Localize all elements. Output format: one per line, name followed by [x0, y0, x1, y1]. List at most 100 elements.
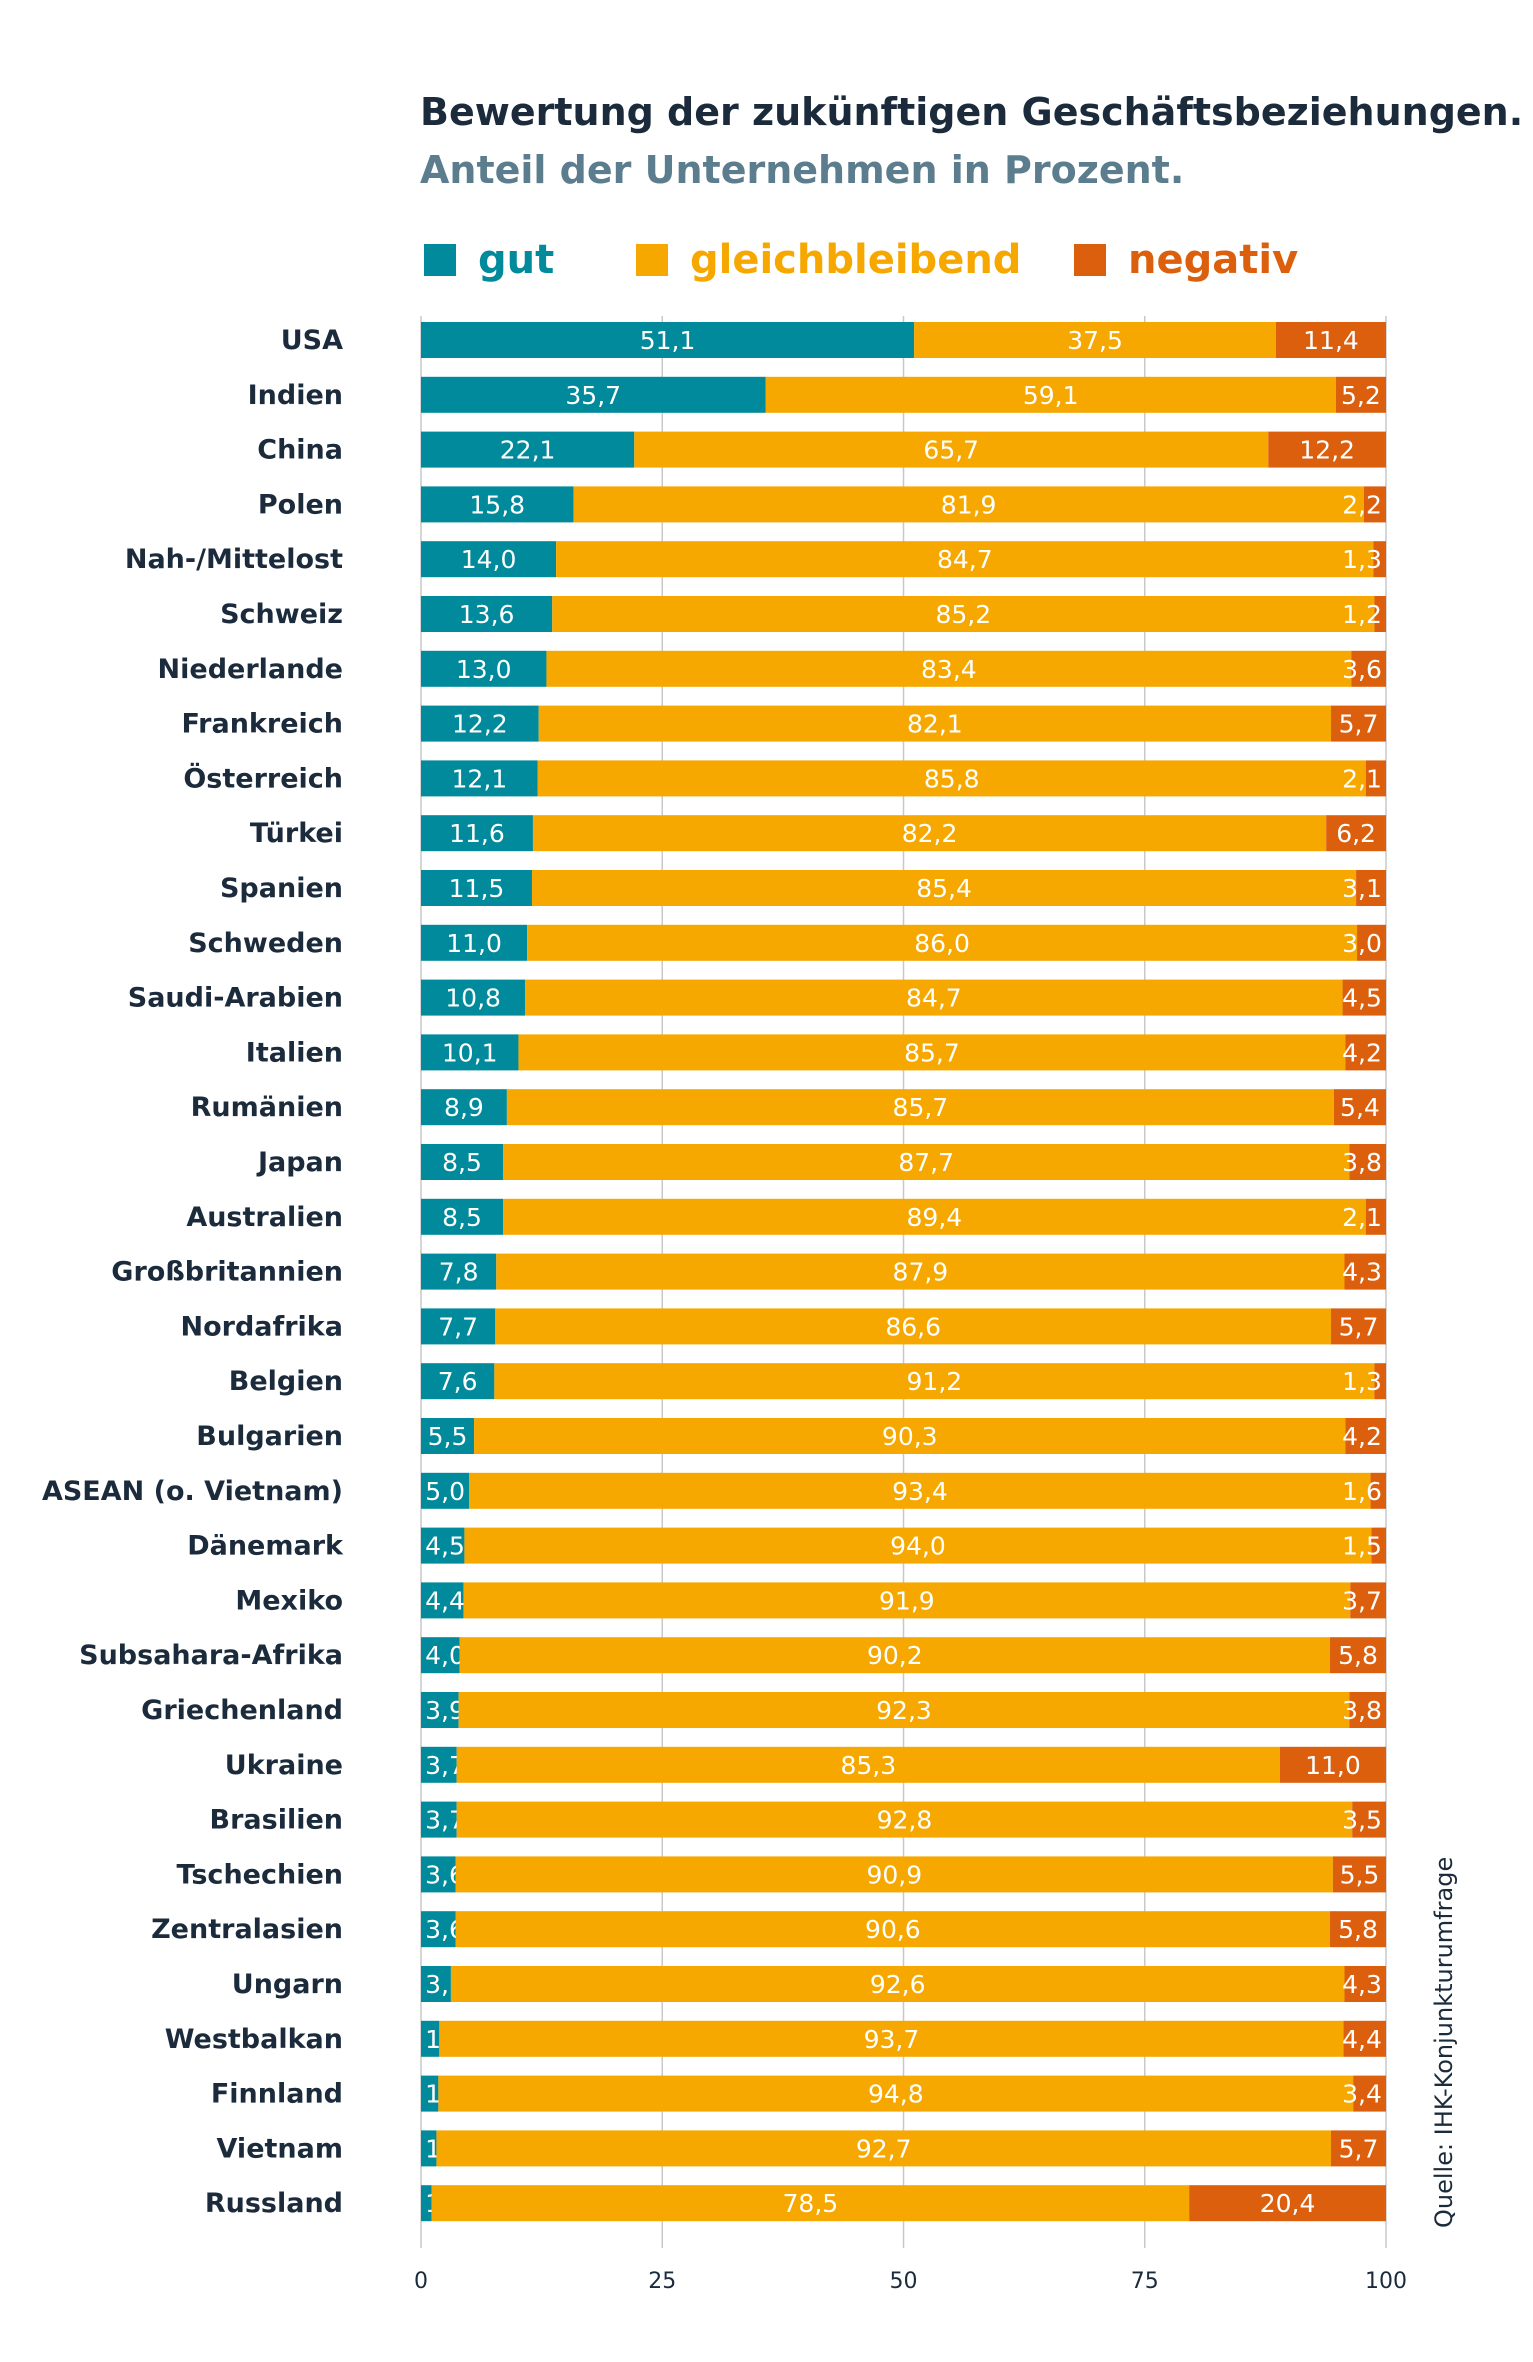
bar-segment-negativ: [1279, 1746, 1386, 1783]
bar-segment-gleichbleibend: [436, 2130, 1331, 2167]
bar-segment-gleichbleibend: [538, 705, 1331, 742]
data-label-negativ: 4,3: [1342, 1970, 1382, 1999]
category-label: Subsahara-Afrika: [79, 1640, 343, 1671]
data-label-gleichbleibend: 89,4: [907, 1203, 963, 1232]
data-label-gleichbleibend: 82,1: [907, 710, 963, 739]
data-label-negativ: 5,2: [1341, 381, 1381, 410]
data-label-gleichbleibend: 83,4: [921, 655, 977, 684]
data-label-gut: 4,0: [425, 1641, 465, 1670]
data-label-gleichbleibend: 94,0: [890, 1532, 946, 1561]
bar-segment-gleichbleibend: [531, 870, 1357, 906]
bar-segment-negativ: [1189, 2185, 1386, 2222]
data-label-gut: 14,0: [461, 545, 517, 574]
data-label-negativ: 5,8: [1338, 1915, 1378, 1944]
bar-segment-gleichbleibend: [546, 650, 1352, 687]
data-label-gut: 8,5: [442, 1148, 482, 1177]
bar-segment-gleichbleibend: [494, 1363, 1375, 1400]
data-label-gleichbleibend: 84,7: [937, 545, 993, 574]
data-label-gleichbleibend: 78,5: [783, 2189, 839, 2218]
category-label: Ukraine: [225, 1750, 343, 1781]
bar-segment-gut: [421, 596, 553, 632]
bar-segment-gut: [421, 2185, 432, 2222]
data-label-negativ: 3,5: [1342, 1806, 1382, 1835]
chart-title: Bewertung der zukünftigen Geschäftsbezie…: [420, 90, 1524, 134]
bar-segment-negativ: [1333, 1089, 1386, 1126]
data-label-gut: 7,7: [438, 1312, 478, 1341]
legend-item-negativ: negativ: [1074, 236, 1298, 284]
bar-segment-negativ: [1353, 2075, 1386, 2112]
x-tick-label-25: 25: [648, 2269, 676, 2294]
bar-segment-negativ: [1344, 1966, 1386, 2002]
bar-segment-gut: [421, 1637, 460, 1674]
x-tick-label-0: 0: [414, 2269, 428, 2294]
legend-swatch-gut: [424, 244, 456, 276]
bar-segment-gut: [421, 322, 915, 358]
data-label-gleichbleibend: 37,5: [1067, 326, 1123, 355]
bar-segment-negativ: [1330, 705, 1386, 742]
data-label-negativ: 12,2: [1299, 436, 1355, 465]
data-label-negativ: 5,5: [1340, 1860, 1380, 1889]
bar-segment-gleichbleibend: [503, 1198, 1366, 1235]
bar-segment-negativ: [1330, 1308, 1386, 1345]
category-label: Brasilien: [210, 1805, 343, 1836]
category-label: Japan: [256, 1147, 343, 1178]
bar-segment-negativ: [1349, 1144, 1386, 1180]
bar-segment-negativ: [1275, 322, 1386, 358]
data-label-gleichbleibend: 92,6: [870, 1970, 926, 1999]
data-label-gleichbleibend: 90,3: [882, 1422, 938, 1451]
category-label: Bulgarien: [196, 1421, 343, 1452]
bar-segment-gleichbleibend: [431, 2185, 1190, 2222]
bar-segment-gut: [421, 2075, 439, 2112]
category-label: Schweden: [188, 928, 343, 959]
legend-swatch-negativ: [1074, 244, 1106, 276]
data-label-gut: 8,5: [442, 1203, 482, 1232]
bar-segment-gleichbleibend: [496, 1253, 1345, 1290]
data-label-gut: 5,5: [428, 1422, 468, 1451]
category-label: China: [257, 435, 343, 466]
data-label-gleichbleibend: 92,3: [876, 1696, 932, 1725]
bar-segment-negativ: [1351, 650, 1386, 687]
data-label-gut: 5,0: [425, 1477, 465, 1506]
category-label: Griechenland: [141, 1695, 343, 1726]
data-label-gut: 51,1: [640, 326, 696, 355]
data-label-gleichbleibend: 90,2: [867, 1641, 923, 1670]
data-label-negativ: 4,2: [1342, 1422, 1382, 1451]
category-label: Rumänien: [191, 1092, 343, 1123]
data-label-gleichbleibend: 85,4: [916, 874, 972, 903]
bar-segment-gleichbleibend: [456, 1746, 1280, 1783]
data-label-gleichbleibend: 84,7: [906, 984, 962, 1013]
bar-segment-negativ: [1344, 1253, 1386, 1290]
bar-segment-negativ: [1356, 870, 1386, 906]
data-label-negativ: 3,8: [1342, 1696, 1382, 1725]
bar-segment-gut: [421, 870, 532, 906]
data-label-negativ: 1,6: [1342, 1477, 1382, 1506]
data-label-gleichbleibend: 81,9: [941, 490, 997, 519]
category-label: Ungarn: [232, 1969, 343, 2000]
data-label-negativ: 3,4: [1342, 2080, 1382, 2109]
data-label-gleichbleibend: 90,9: [866, 1860, 922, 1889]
bar-segment-negativ: [1345, 1418, 1386, 1454]
bar-segment-negativ: [1343, 2020, 1386, 2057]
category-label: Tschechien: [177, 1859, 343, 1890]
category-label: Niederlande: [158, 654, 343, 685]
bar-segment-gut: [421, 1801, 457, 1838]
data-label-gleichbleibend: 91,9: [879, 1586, 935, 1615]
data-label-gleichbleibend: 90,6: [865, 1915, 921, 1944]
data-label-negativ: 1,3: [1342, 1367, 1382, 1396]
data-label-gleichbleibend: 85,8: [924, 764, 980, 793]
data-label-gleichbleibend: 85,7: [904, 1038, 960, 1067]
bar-segment-gut: [421, 650, 547, 687]
bar-segment-negativ: [1342, 979, 1386, 1016]
bar-segment-negativ: [1330, 1911, 1386, 1948]
bar-segment-gut: [421, 1692, 459, 1728]
bar-segment-negativ: [1371, 1527, 1386, 1564]
data-label-gleichbleibend: 93,7: [864, 2025, 920, 2054]
data-label-negativ: 5,7: [1339, 2134, 1379, 2163]
category-label: Belgien: [229, 1366, 343, 1397]
data-label-negativ: 5,4: [1340, 1093, 1380, 1122]
bar-segment-negativ: [1357, 924, 1386, 961]
legend-label-negativ: negativ: [1128, 237, 1299, 283]
data-label-gleichbleibend: 82,2: [902, 819, 958, 848]
bar-segment-gleichbleibend: [439, 2020, 1344, 2057]
data-label-gleichbleibend: 93,4: [892, 1477, 948, 1506]
